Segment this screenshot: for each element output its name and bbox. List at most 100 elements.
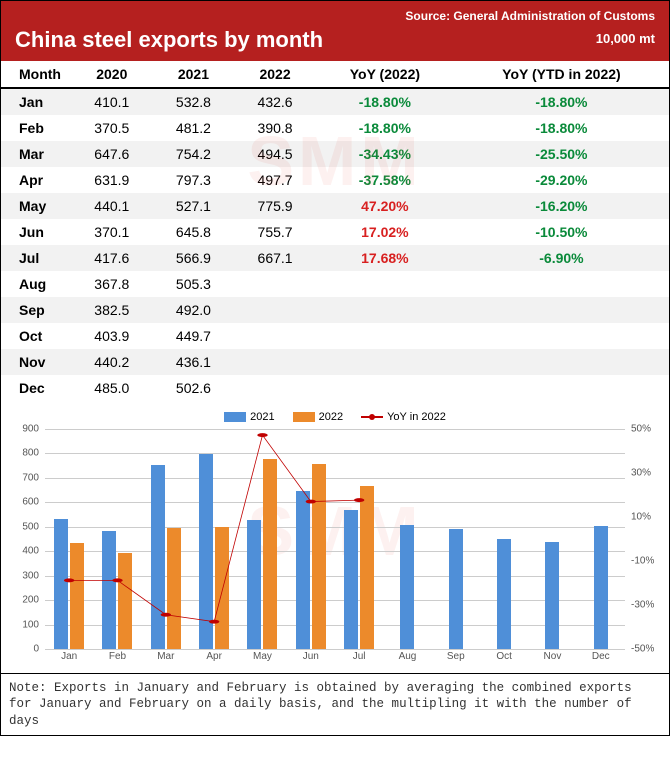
line-swatch-icon	[361, 416, 383, 418]
column-header: 2022	[234, 61, 316, 88]
cell: 631.9	[71, 167, 153, 193]
report-container: China steel exports by month Source: Gen…	[0, 0, 670, 736]
cell: 370.1	[71, 219, 153, 245]
cell	[234, 323, 316, 349]
cell	[234, 349, 316, 375]
cell: -18.80%	[454, 88, 669, 115]
cell	[234, 297, 316, 323]
column-header: YoY (2022)	[316, 61, 454, 88]
cell: 449.7	[153, 323, 235, 349]
header: China steel exports by month Source: Gen…	[1, 1, 669, 61]
cell	[316, 323, 454, 349]
cell: 47.20%	[316, 193, 454, 219]
cell: Mar	[1, 141, 71, 167]
table-row: Jun370.1645.8755.717.02%-10.50%	[1, 219, 669, 245]
cell: -37.58%	[316, 167, 454, 193]
table-wrap: SMM Month202020212022YoY (2022)YoY (YTD …	[1, 61, 669, 401]
table-head: Month202020212022YoY (2022)YoY (YTD in 2…	[1, 61, 669, 88]
cell: Jul	[1, 245, 71, 271]
cell: 390.8	[234, 115, 316, 141]
cell: 667.1	[234, 245, 316, 271]
cell	[316, 271, 454, 297]
cell: 17.68%	[316, 245, 454, 271]
swatch-icon	[224, 412, 246, 422]
cell	[316, 349, 454, 375]
cell: 410.1	[71, 88, 153, 115]
line-series	[45, 429, 625, 649]
table-row: Jan410.1532.8432.6-18.80%-18.80%	[1, 88, 669, 115]
cell: 755.7	[234, 219, 316, 245]
cell: Apr	[1, 167, 71, 193]
cell: -6.90%	[454, 245, 669, 271]
chart-section: SMM 2021 2022 YoY in 2022 01002003004005…	[1, 401, 669, 673]
cell	[454, 271, 669, 297]
cell: 436.1	[153, 349, 235, 375]
cell: 566.9	[153, 245, 235, 271]
cell: 754.2	[153, 141, 235, 167]
table-row: Mar647.6754.2494.5-34.43%-25.50%	[1, 141, 669, 167]
table-row: Dec485.0502.6	[1, 375, 669, 401]
column-header: Month	[1, 61, 71, 88]
plot-area	[45, 429, 625, 649]
legend: 2021 2022 YoY in 2022	[9, 411, 661, 423]
table-row: Apr631.9797.3497.7-37.58%-29.20%	[1, 167, 669, 193]
cell	[316, 375, 454, 401]
cell: -34.43%	[316, 141, 454, 167]
cell: 370.5	[71, 115, 153, 141]
cell: Sep	[1, 297, 71, 323]
table-row: Nov440.2436.1	[1, 349, 669, 375]
cell: 485.0	[71, 375, 153, 401]
column-header: YoY (YTD in 2022)	[454, 61, 669, 88]
table-row: Oct403.9449.7	[1, 323, 669, 349]
table-row: Jul417.6566.9667.117.68%-6.90%	[1, 245, 669, 271]
cell: 17.02%	[316, 219, 454, 245]
cell: 440.1	[71, 193, 153, 219]
cell	[316, 297, 454, 323]
cell	[454, 297, 669, 323]
cell: Dec	[1, 375, 71, 401]
cell: May	[1, 193, 71, 219]
cell	[454, 323, 669, 349]
cell	[454, 349, 669, 375]
axis-x: JanFebMarAprMayJunJulAugSepOctNovDec	[45, 651, 625, 669]
cell	[234, 375, 316, 401]
cell: 502.6	[153, 375, 235, 401]
cell: Jan	[1, 88, 71, 115]
axis-y-right: -50%-30%-10%10%30%50%	[627, 429, 661, 649]
cell: 645.8	[153, 219, 235, 245]
cell: -18.80%	[316, 88, 454, 115]
cell: Jun	[1, 219, 71, 245]
footnote: Note: Exports in January and February is…	[1, 673, 669, 735]
cell: Aug	[1, 271, 71, 297]
header-row: Month202020212022YoY (2022)YoY (YTD in 2…	[1, 61, 669, 88]
cell: -10.50%	[454, 219, 669, 245]
legend-yoy: YoY in 2022	[361, 411, 446, 423]
cell: 382.5	[71, 297, 153, 323]
cell: 492.0	[153, 297, 235, 323]
cell: 494.5	[234, 141, 316, 167]
cell: 527.1	[153, 193, 235, 219]
table-row: Sep382.5492.0	[1, 297, 669, 323]
header-right: Source: General Administration of Custom…	[405, 9, 655, 47]
column-header: 2021	[153, 61, 235, 88]
table-body: Jan410.1532.8432.6-18.80%-18.80%Feb370.5…	[1, 88, 669, 401]
cell: 367.8	[71, 271, 153, 297]
data-table: Month202020212022YoY (2022)YoY (YTD in 2…	[1, 61, 669, 401]
table-row: Feb370.5481.2390.8-18.80%-18.80%	[1, 115, 669, 141]
swatch-icon	[293, 412, 315, 422]
cell: 505.3	[153, 271, 235, 297]
cell: 432.6	[234, 88, 316, 115]
cell: Oct	[1, 323, 71, 349]
cell: 403.9	[71, 323, 153, 349]
legend-2022: 2022	[293, 411, 343, 423]
table-row: May440.1527.1775.947.20%-16.20%	[1, 193, 669, 219]
cell: 481.2	[153, 115, 235, 141]
cell: -18.80%	[316, 115, 454, 141]
column-header: 2020	[71, 61, 153, 88]
cell: 417.6	[71, 245, 153, 271]
axis-y-left: 0100200300400500600700800900	[9, 429, 43, 649]
cell: -18.80%	[454, 115, 669, 141]
report-title: China steel exports by month	[15, 9, 323, 53]
cell: 797.3	[153, 167, 235, 193]
cell	[234, 271, 316, 297]
